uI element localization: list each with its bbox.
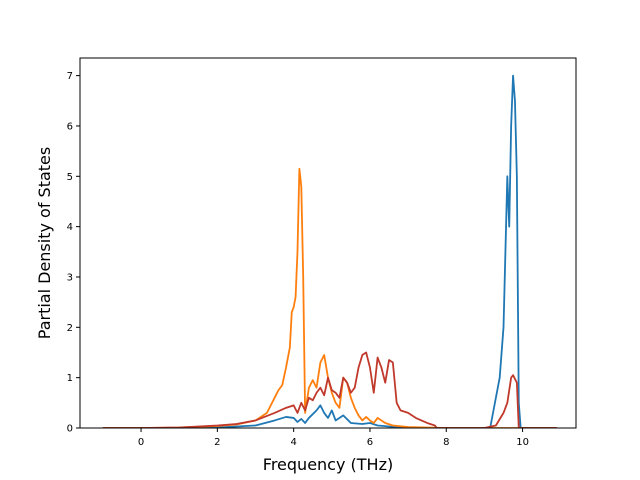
y-tick-label: 2: [67, 323, 73, 334]
y-tick-label: 5: [67, 172, 73, 183]
y-axis-label: Partial Density of States: [35, 147, 54, 339]
x-axis-ticks: 0 2 4 6 8 10: [138, 428, 529, 448]
y-tick-label: 0: [67, 424, 73, 435]
series-line-2: [102, 167, 557, 428]
series-line-3: [102, 351, 557, 428]
y-tick-label: 7: [67, 71, 73, 82]
x-axis-label: Frequency (THz): [263, 455, 393, 474]
series-layer: [102, 74, 557, 428]
y-tick-label: 4: [67, 222, 73, 233]
y-tick-label: 3: [67, 272, 73, 283]
plot-frame: [79, 57, 577, 429]
plot-area: [79, 57, 577, 429]
y-tick-label: 1: [67, 373, 73, 384]
x-tick-label: 2: [214, 437, 220, 448]
x-tick-label: 0: [138, 437, 144, 448]
y-tick-label: 6: [67, 121, 73, 132]
y-axis-ticks: 0 1 2 3 4 5 6 7: [67, 71, 80, 435]
x-tick-label: 10: [516, 437, 529, 448]
x-tick-label: 8: [443, 437, 449, 448]
series-line-1: [102, 74, 557, 428]
x-tick-label: 6: [367, 437, 373, 448]
x-tick-label: 4: [290, 437, 296, 448]
